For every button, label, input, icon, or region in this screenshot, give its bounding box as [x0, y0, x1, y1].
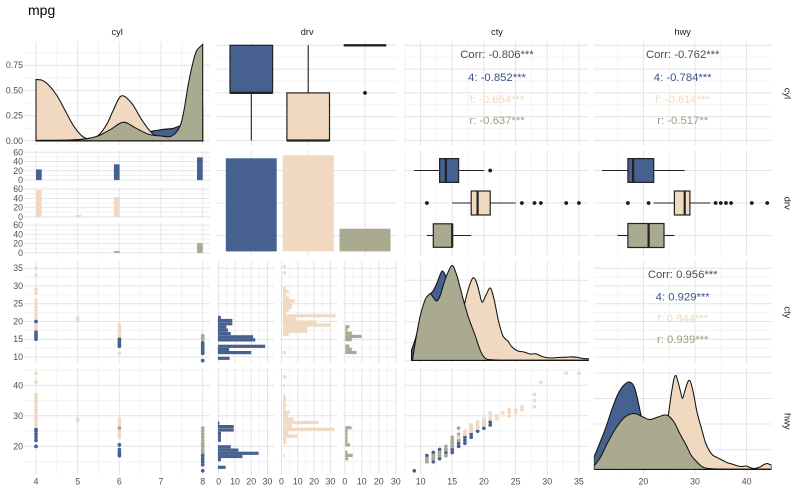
- svg-text:cty: cty: [783, 306, 793, 318]
- svg-text:25: 25: [511, 477, 521, 487]
- svg-text:hwy: hwy: [674, 27, 691, 37]
- svg-text:0: 0: [279, 477, 284, 487]
- svg-text:r: -0.637***: r: -0.637***: [469, 115, 525, 127]
- svg-text:30: 30: [263, 477, 273, 487]
- svg-text:20: 20: [479, 477, 489, 487]
- svg-text:7: 7: [159, 477, 164, 487]
- svg-text:10: 10: [293, 477, 303, 487]
- svg-text:15: 15: [13, 334, 23, 344]
- svg-text:30: 30: [13, 411, 23, 421]
- svg-text:60: 60: [13, 147, 23, 157]
- svg-text:25: 25: [13, 299, 23, 309]
- svg-text:4: 4: [34, 477, 39, 487]
- svg-text:4: -0.784***: 4: -0.784***: [654, 72, 712, 84]
- svg-text:r: 0.939***: r: 0.939***: [657, 334, 709, 346]
- svg-text:Corr: -0.806***: Corr: -0.806***: [460, 49, 534, 61]
- svg-text:40: 40: [13, 380, 23, 390]
- svg-text:10: 10: [13, 352, 23, 362]
- svg-text:Corr: -0.762***: Corr: -0.762***: [646, 49, 720, 61]
- svg-text:20: 20: [13, 239, 23, 249]
- svg-text:40: 40: [13, 193, 23, 203]
- svg-text:35: 35: [13, 263, 23, 273]
- svg-text:0.25: 0.25: [6, 111, 23, 121]
- svg-text:6: 6: [117, 477, 122, 487]
- svg-text:4: 0.929***: 4: 0.929***: [656, 291, 711, 303]
- svg-text:20: 20: [309, 477, 319, 487]
- svg-text:20: 20: [374, 477, 384, 487]
- svg-text:0.50: 0.50: [6, 85, 23, 95]
- svg-text:mpg: mpg: [28, 2, 55, 18]
- svg-text:drv: drv: [783, 197, 793, 210]
- svg-text:20: 20: [13, 203, 23, 213]
- svg-text:cyl: cyl: [783, 88, 793, 99]
- svg-text:10: 10: [416, 477, 426, 487]
- svg-text:cty: cty: [491, 27, 503, 37]
- svg-text:0.00: 0.00: [6, 136, 23, 146]
- svg-text:f: 0.944***: f: 0.944***: [657, 313, 708, 325]
- svg-text:40: 40: [742, 477, 752, 487]
- svg-text:r: -0.517**: r: -0.517**: [657, 115, 708, 127]
- svg-text:30: 30: [391, 477, 401, 487]
- svg-text:40: 40: [13, 229, 23, 239]
- svg-text:40: 40: [13, 157, 23, 167]
- svg-text:hwy: hwy: [783, 413, 793, 430]
- svg-text:20: 20: [639, 477, 649, 487]
- svg-text:15: 15: [447, 477, 457, 487]
- svg-text:60: 60: [13, 220, 23, 230]
- svg-text:30: 30: [13, 281, 23, 291]
- svg-text:30: 30: [326, 477, 336, 487]
- svg-text:0: 0: [342, 477, 347, 487]
- svg-text:0: 0: [18, 175, 23, 185]
- svg-text:0: 0: [18, 248, 23, 258]
- svg-text:0: 0: [18, 212, 23, 222]
- svg-text:8: 8: [200, 477, 205, 487]
- svg-text:0: 0: [216, 477, 221, 487]
- svg-text:35: 35: [574, 477, 584, 487]
- svg-text:30: 30: [542, 477, 552, 487]
- svg-text:10: 10: [357, 477, 367, 487]
- svg-text:30: 30: [690, 477, 700, 487]
- svg-text:f: -0.614***: f: -0.614***: [655, 94, 710, 106]
- svg-text:20: 20: [13, 441, 23, 451]
- svg-text:cyl: cyl: [112, 27, 123, 37]
- svg-text:60: 60: [13, 184, 23, 194]
- svg-text:Corr: 0.956***: Corr: 0.956***: [648, 269, 718, 281]
- svg-text:20: 20: [13, 317, 23, 327]
- svg-text:4: -0.852***: 4: -0.852***: [468, 72, 526, 84]
- svg-text:f: -0.654***: f: -0.654***: [470, 94, 525, 106]
- svg-text:drv: drv: [301, 27, 314, 37]
- svg-text:0.75: 0.75: [6, 60, 23, 70]
- svg-text:20: 20: [246, 477, 256, 487]
- svg-text:20: 20: [13, 166, 23, 176]
- svg-text:10: 10: [230, 477, 240, 487]
- svg-text:5: 5: [75, 477, 80, 487]
